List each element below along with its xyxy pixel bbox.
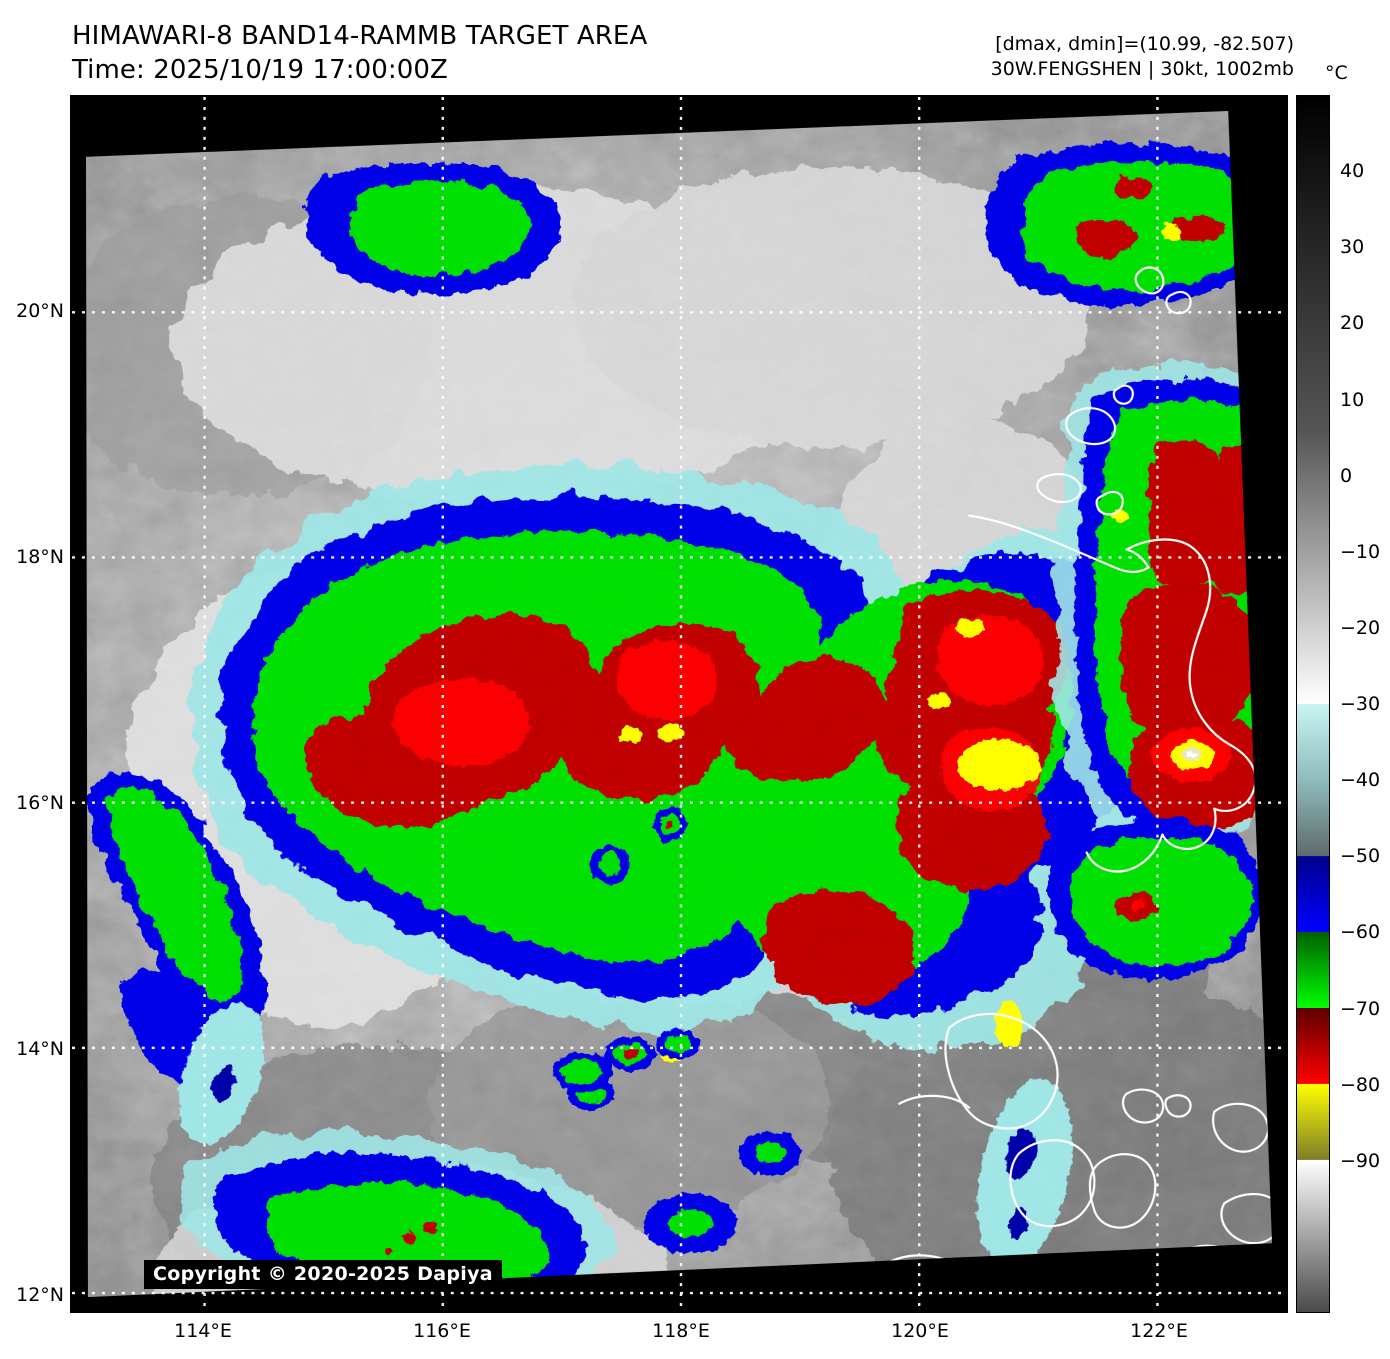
colorbar-tick-m70: −70	[1340, 998, 1381, 1020]
colorbar-tick-m50: −50	[1340, 845, 1381, 867]
lon-tick-122e: 122°E	[1130, 1320, 1188, 1342]
timestamp-label: Time: 2025/10/19 17:00:00Z	[72, 54, 448, 85]
lat-tick-20n: 20°N	[16, 300, 64, 322]
lon-tick-116e: 116°E	[413, 1320, 471, 1342]
colorbar-tick-30: 30	[1340, 236, 1365, 258]
colorbar-unit-label: °C	[1325, 62, 1348, 84]
colorbar-tick-10: 10	[1340, 389, 1365, 411]
title-block: HIMAWARI-8 BAND14-RAMMB TARGET AREA Time…	[72, 20, 647, 88]
colorbar-tick-m40: −40	[1340, 769, 1381, 791]
copyright-banner: Copyright © 2020-2025 Dapiya	[144, 1260, 502, 1289]
lat-tick-16n: 16°N	[16, 792, 64, 814]
lat-tick-18n: 18°N	[16, 546, 64, 568]
dmax-dmin-label: [dmax, dmin]=(10.99, -82.507)	[995, 33, 1294, 55]
colorbar-tick-m30: −30	[1340, 693, 1381, 715]
storm-info-label: 30W.FENGSHEN | 30kt, 1002mb	[990, 58, 1294, 81]
lat-tick-12n: 12°N	[16, 1284, 64, 1306]
lat-tick-14n: 14°N	[16, 1038, 64, 1060]
colorbar-tick-m80: −80	[1340, 1074, 1381, 1096]
colorbar-tick-20: 20	[1340, 312, 1365, 334]
metadata-block: [dmax, dmin]=(10.99, -82.507) 30W.FENGSH…	[991, 32, 1294, 83]
lon-tick-118e: 118°E	[652, 1320, 710, 1342]
colorbar-tick-0: 0	[1340, 465, 1353, 487]
satellite-imagery	[72, 97, 1286, 1311]
lon-tick-120e: 120°E	[891, 1320, 949, 1342]
colorbar-tick-m60: −60	[1340, 921, 1381, 943]
page-title: HIMAWARI-8 BAND14-RAMMB TARGET AREA	[72, 21, 648, 51]
colorbar[interactable]: 40 30 20 10 0 −10 −20 −30 −40 −50 −60 −7…	[1296, 95, 1380, 1313]
lon-tick-114e: 114°E	[174, 1320, 232, 1342]
satellite-data-layer	[85, 110, 1273, 1298]
colorbar-gradient	[1296, 95, 1330, 1313]
colorbar-tick-40: 40	[1340, 160, 1365, 182]
satellite-image-panel[interactable]: Copyright © 2020-2025 Dapiya	[70, 95, 1288, 1313]
colorbar-tick-m10: −10	[1340, 541, 1381, 563]
colorbar-tick-m90: −90	[1340, 1150, 1381, 1172]
colorbar-tick-m20: −20	[1340, 617, 1381, 639]
